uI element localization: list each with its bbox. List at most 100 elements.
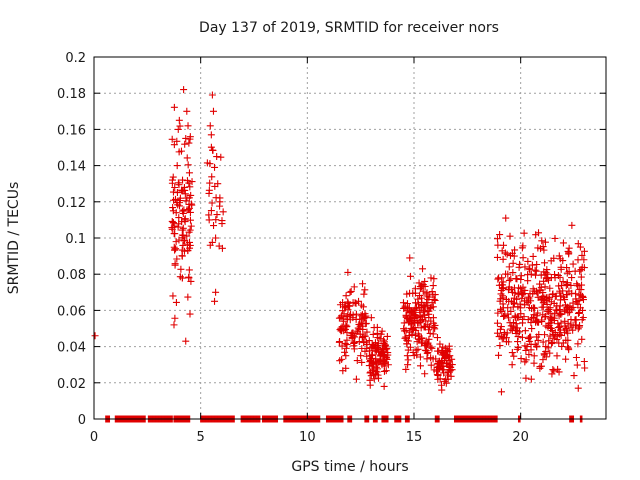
data-point — [185, 266, 193, 274]
y-axis-label: SRMTID / TECUs — [6, 182, 22, 295]
data-point — [178, 226, 186, 234]
data-point — [534, 244, 542, 252]
data-point — [209, 146, 217, 154]
data-point — [414, 300, 422, 308]
data-point — [534, 309, 542, 317]
data-point — [541, 259, 549, 267]
data-point — [563, 269, 571, 277]
y-tick-label: 0.12 — [57, 196, 86, 211]
data-point — [578, 281, 586, 289]
data-point — [414, 295, 422, 303]
data-point — [520, 229, 528, 237]
data-point — [435, 347, 443, 355]
data-point — [175, 116, 183, 124]
data-point — [533, 289, 541, 297]
data-point — [500, 312, 508, 320]
data-point — [409, 289, 417, 297]
data-point — [547, 315, 555, 323]
data-point — [359, 280, 367, 288]
data-point — [175, 236, 183, 244]
data-point — [423, 340, 431, 348]
data-point — [411, 311, 419, 319]
data-point — [431, 321, 439, 329]
data-point — [541, 283, 549, 291]
data-point — [209, 107, 217, 115]
data-point — [341, 348, 349, 356]
data-point — [524, 299, 532, 307]
data-point — [380, 382, 388, 390]
data-point — [425, 307, 433, 315]
data-point — [539, 303, 547, 311]
data-point — [522, 374, 530, 382]
data-point — [563, 264, 571, 272]
data-point — [562, 291, 570, 299]
data-point — [499, 278, 507, 286]
data-point — [208, 91, 216, 99]
data-point — [576, 304, 584, 312]
data-point — [186, 135, 194, 143]
data-point — [357, 352, 365, 360]
data-point — [336, 357, 344, 365]
data-point — [208, 238, 216, 246]
data-point — [177, 265, 185, 273]
data-point — [528, 261, 536, 269]
data-point — [514, 343, 522, 351]
data-point — [524, 257, 532, 265]
data-point — [175, 148, 183, 156]
data-point — [416, 353, 424, 361]
data-point — [379, 346, 387, 354]
data-point — [433, 334, 441, 342]
data-point — [365, 362, 373, 370]
data-point — [543, 293, 551, 301]
data-point — [341, 303, 349, 311]
data-point — [557, 319, 565, 327]
data-point — [535, 229, 543, 237]
data-point — [549, 291, 557, 299]
data-point — [186, 183, 194, 191]
data-point — [578, 251, 586, 259]
data-point — [519, 254, 527, 262]
data-point — [339, 299, 347, 307]
data-point — [510, 352, 518, 360]
data-point — [355, 320, 363, 328]
data-point — [504, 304, 512, 312]
data-point — [403, 315, 411, 323]
data-point — [525, 337, 533, 345]
axes: 0 0.02 0.04 0.06 0.08 0.1 0.12 0.14 0.16 0.18 0.2 0… — [57, 51, 607, 445]
data-point — [575, 309, 583, 317]
data-point — [554, 324, 562, 332]
y-tick-label: 0.02 — [57, 377, 86, 392]
data-point — [532, 267, 540, 275]
data-point — [350, 338, 358, 346]
data-point — [537, 295, 545, 303]
data-point — [344, 306, 352, 314]
data-point — [545, 320, 553, 328]
data-point — [531, 266, 539, 274]
data-point — [187, 222, 195, 230]
data-point — [548, 340, 556, 348]
data-point — [179, 224, 187, 232]
data-point — [429, 291, 437, 299]
data-point — [169, 204, 177, 212]
data-point — [185, 139, 193, 147]
data-point — [416, 292, 424, 300]
data-point — [413, 338, 421, 346]
data-point — [169, 292, 177, 300]
data-point — [424, 301, 432, 309]
y-tick-label: 0.18 — [57, 87, 86, 102]
data-point — [580, 256, 588, 264]
data-point — [376, 335, 384, 343]
data-point — [557, 310, 565, 318]
data-point — [212, 194, 220, 202]
data-point — [542, 353, 550, 361]
data-point — [561, 306, 569, 314]
data-point — [409, 348, 417, 356]
data-point — [354, 327, 362, 335]
data-point — [443, 347, 451, 355]
data-point — [493, 329, 501, 337]
data-point — [373, 368, 381, 376]
data-point — [437, 381, 445, 389]
data-point — [434, 371, 442, 379]
data-point — [504, 314, 512, 322]
data-point — [211, 182, 219, 190]
